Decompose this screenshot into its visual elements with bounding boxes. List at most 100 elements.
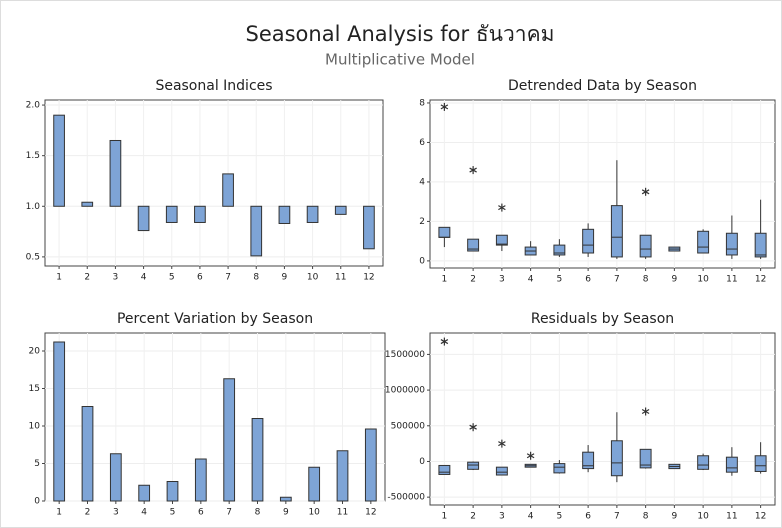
x-tick-label: 11 [337,508,348,518]
x-tick-label: 7 [614,275,620,285]
x-tick-label: 2 [470,512,476,522]
outlier-stroke [440,339,449,345]
bar [109,453,122,502]
bar [363,205,375,250]
outlier-stroke [641,189,650,195]
bar [81,406,94,502]
x-tick-label: 8 [255,508,261,518]
box [610,440,623,477]
outlier [641,187,650,196]
x-tick-label: 4 [528,512,534,522]
x-tick-label: 6 [585,512,591,522]
bar [194,205,206,223]
x-tick-label: 3 [113,273,119,283]
x-tick-label: 1 [56,508,62,518]
y-tick-label: 1.5 [26,151,40,161]
x-tick-label: 10 [697,275,709,285]
box [697,230,710,254]
bar [223,378,236,502]
bar [194,458,207,502]
x-tick-label: 7 [226,508,232,518]
x-tick-label: 12 [363,273,374,283]
x-tick-label: 1 [442,512,448,522]
x-tick-label: 3 [113,508,119,518]
box [495,466,508,476]
y-tick-label: 1000000 [385,386,425,396]
outlier [526,451,535,460]
panel-title: Residuals by Season [531,311,674,327]
outlier [498,439,506,448]
x-tick-label: 9 [283,508,289,518]
x-tick-label: 4 [141,273,147,283]
bar [53,341,66,502]
y-tick-label: 4 [419,177,425,187]
x-tick-label: 3 [499,512,505,522]
bar [364,428,377,502]
box [582,228,595,254]
x-tick-label: 5 [557,275,563,285]
x-tick-label: 4 [141,508,147,518]
y-tick-label: 20 [29,347,41,357]
x-tick-label: 6 [585,275,591,285]
y-tick-label: 10 [29,422,41,432]
x-tick-label: 7 [225,273,231,283]
x-tick-label: 2 [470,275,476,285]
y-tick-label: -500000 [387,493,425,503]
x-tick-label: 9 [672,275,678,285]
y-tick-label: 1.0 [26,202,41,212]
box [553,244,566,256]
bar [250,205,263,257]
box [553,463,566,474]
x-tick-label: 5 [169,273,175,283]
x-tick-label: 4 [528,275,534,285]
y-tick-label: 6 [419,138,425,148]
x-tick-label: 8 [643,512,649,522]
box [582,451,595,470]
x-tick-label: 10 [307,273,319,283]
x-tick-label: 12 [365,508,376,518]
plot-area [44,332,386,502]
box [495,234,508,246]
box [467,461,480,470]
bar [251,418,264,502]
outlier [469,166,477,175]
plot-area [44,99,384,267]
box [725,456,738,473]
y-tick-label: 500000 [391,421,426,431]
x-tick-label: 9 [282,273,288,283]
panel-title: Detrended Data by Season [508,78,697,94]
y-tick-label: 2.0 [26,101,41,111]
box [639,234,652,258]
box [725,232,738,256]
x-tick-label: 9 [672,512,678,522]
bar [137,205,150,232]
panel-title: Percent Variation by Season [117,311,313,327]
x-tick-label: 11 [726,512,737,522]
box [610,205,623,258]
bar [222,173,234,207]
y-tick-label: 8 [419,98,425,108]
bar [279,496,292,502]
outlier-stroke [469,167,477,173]
x-tick-label: 1 [442,275,448,285]
chart-title: Seasonal Analysis for ธันวาคม [246,22,555,46]
x-tick-label: 10 [308,508,320,518]
x-tick-label: 10 [697,512,709,522]
panel-title: Seasonal Indices [155,78,272,94]
plot-area [429,99,776,269]
bar [165,205,178,223]
x-tick-label: 12 [755,512,766,522]
outlier-stroke [469,424,477,430]
bar [278,205,291,224]
plot-area [429,332,776,506]
bar [138,484,151,502]
x-tick-label: 11 [726,275,737,285]
bar [336,450,349,502]
outlier [469,423,477,432]
x-tick-label: 8 [253,273,259,283]
outlier [498,203,506,212]
x-tick-label: 7 [614,512,620,522]
x-tick-label: 6 [198,508,204,518]
x-tick-label: 2 [85,508,91,518]
